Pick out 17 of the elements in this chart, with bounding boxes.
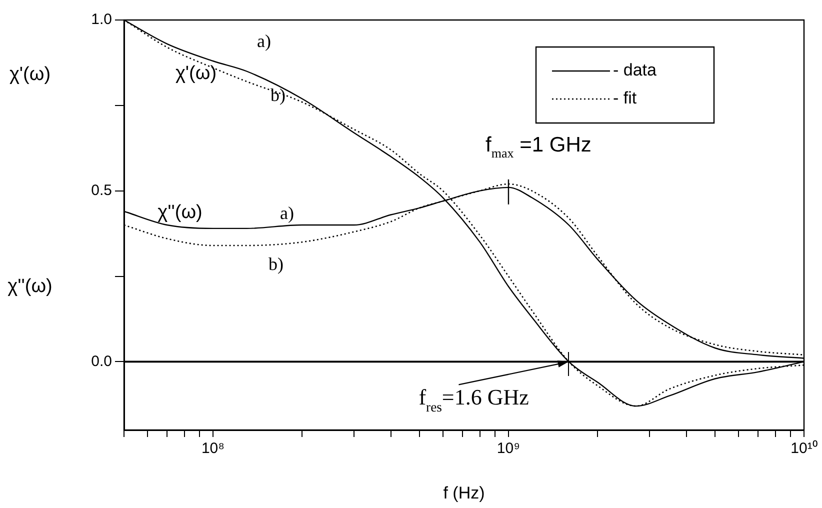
- x-tick-label: 10⁹: [496, 440, 520, 458]
- annotation: b): [270, 85, 286, 105]
- annotation: a): [257, 31, 271, 51]
- y-tick-label: 1.0: [91, 11, 112, 28]
- x-axis-title: f (Hz): [443, 483, 485, 502]
- annotation: a): [280, 203, 294, 223]
- text: χ'(ω): [9, 64, 51, 85]
- legend-label: - fit: [613, 88, 637, 108]
- x-tick-label: 10⁸: [201, 440, 224, 458]
- annotation: χ''(ω): [158, 202, 202, 223]
- x-tick-label: 10¹⁰: [790, 440, 818, 458]
- y-tick-label: 0.5: [91, 182, 112, 199]
- annotation: χ'(ω): [175, 63, 217, 84]
- legend-label: - data: [613, 60, 658, 80]
- y-tick-label: 0.0: [91, 352, 112, 370]
- annotation: b): [268, 254, 284, 274]
- text: χ''(ω): [8, 276, 52, 297]
